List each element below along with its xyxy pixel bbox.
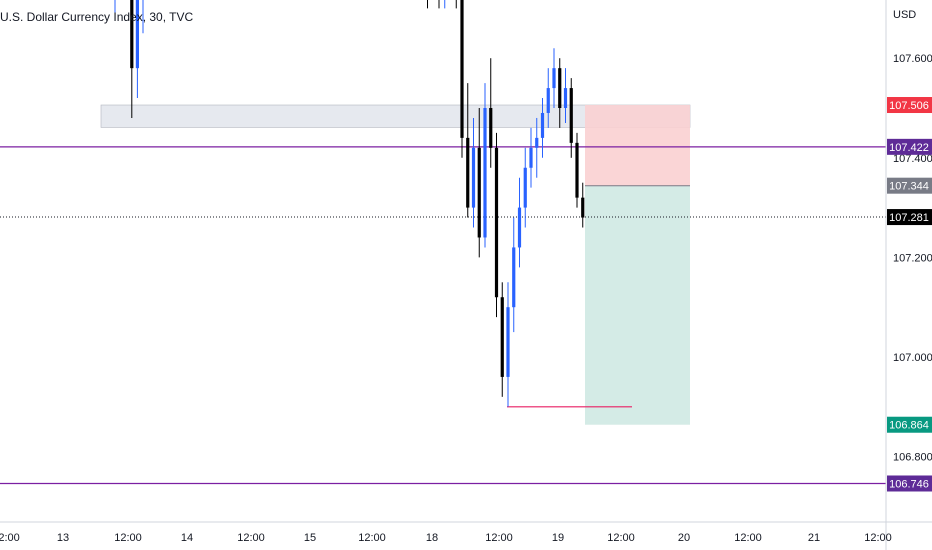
time-tick-label: 18 — [426, 532, 438, 544]
time-tick-label: 12:00 — [237, 532, 265, 544]
price-tick-label: 107.200 — [893, 252, 932, 264]
time-tick-label: 15 — [304, 532, 316, 544]
price-labels: 107.506 107.422 107.344 107.281 106.864 106.7… — [887, 97, 932, 492]
entry-price-label-bg — [887, 177, 932, 194]
candle — [546, 88, 550, 113]
time-tick-label: 12:00 — [864, 532, 892, 544]
candles — [114, 0, 585, 407]
candle — [494, 147, 499, 298]
candle — [512, 247, 516, 308]
stop-price-label-bg — [887, 97, 932, 114]
candle — [500, 297, 504, 377]
last-price-label: 107.281 — [889, 212, 929, 224]
target-price-label-bg — [887, 416, 932, 433]
purple-line-label-upper-bg — [887, 138, 932, 155]
time-tick-label: 19 — [552, 532, 564, 544]
price-tick-label: 106.800 — [893, 452, 932, 464]
candle — [466, 137, 470, 208]
horizontal-lines — [0, 146, 886, 485]
price-tick-label: 107.600 — [893, 53, 932, 65]
candle — [552, 68, 556, 89]
candle — [489, 108, 493, 148]
time-tick-label: 12:00 — [358, 532, 386, 544]
candle — [477, 147, 481, 238]
time-tick-label: 20 — [678, 532, 690, 544]
candle — [471, 147, 476, 208]
chart-title: U.S. Dollar Currency Index, 30, TVC — [0, 10, 194, 24]
take-profit-zone — [585, 185, 690, 425]
candle — [540, 112, 545, 138]
target-price-label: 106.864 — [889, 420, 929, 432]
purple-line-label-lower-bg — [887, 475, 932, 492]
time-tick-label: 12:00 — [485, 532, 513, 544]
purple-line-label-upper: 107.422 — [889, 142, 929, 154]
candle — [483, 108, 487, 238]
stop-price-label: 107.506 — [889, 100, 929, 112]
candle — [558, 68, 562, 108]
candle — [575, 142, 579, 198]
entry-price-label: 107.344 — [889, 181, 929, 193]
time-tick-label: 12:00 — [607, 532, 635, 544]
candle — [506, 307, 510, 377]
time-tick-label: 12:00 — [0, 532, 20, 544]
candle — [535, 137, 539, 148]
stop-loss-zone — [585, 105, 690, 186]
last-price-label-bg — [887, 209, 932, 226]
currency-label: USD — [893, 9, 916, 21]
candle — [581, 197, 585, 218]
candle — [563, 88, 568, 108]
time-axis[interactable]: 12:00 13 12:00 14 12:00 15 12:00 18 12:00 19 12:00… — [0, 532, 892, 544]
candle — [517, 207, 522, 248]
purple-line-label-lower: 106.746 — [889, 478, 929, 490]
price-axis[interactable]: 106.800 107.000 107.200 107.400 107.600 — [893, 53, 932, 463]
time-tick-label: 13 — [57, 532, 69, 544]
time-tick-label: 21 — [808, 532, 820, 544]
price-tick-label: 107.000 — [893, 352, 932, 364]
candle — [135, 0, 139, 69]
price-tick-label: 107.400 — [893, 153, 932, 165]
candle — [523, 167, 527, 208]
candle — [130, 0, 134, 69]
time-tick-label: 14 — [181, 532, 193, 544]
candle — [529, 147, 533, 168]
candle — [569, 88, 573, 143]
time-tick-label: 12:00 — [734, 532, 762, 544]
time-tick-label: 12:00 — [114, 532, 142, 544]
candle — [460, 0, 464, 138]
